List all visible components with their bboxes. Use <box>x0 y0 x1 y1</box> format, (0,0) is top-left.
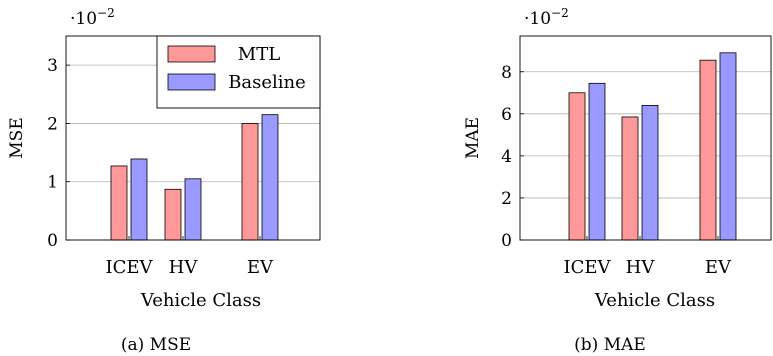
bar-mtl-ev <box>241 123 259 241</box>
scale-factor-label: ·10−2 <box>70 6 115 29</box>
legend-swatch-mtl <box>167 45 216 63</box>
y-axis-label: MSE <box>7 117 27 158</box>
x-tick-label: ICEV <box>563 257 611 278</box>
bar-baseline-icev <box>588 82 606 241</box>
y-tick-label: 3 <box>47 56 58 76</box>
bar-baseline-ev <box>719 52 737 241</box>
x-tick-label: HV <box>626 257 656 278</box>
x-tick-label: ICEV <box>105 257 153 278</box>
x-axis-label: Vehicle Class <box>594 290 715 311</box>
legend-swatch-baseline <box>167 73 216 91</box>
chart-panel-2: 0 2 4 6 8 ICEV HV EV ·10−2 MAE Vehicle Class (b) MA… <box>463 6 772 355</box>
y-tick-label: 4 <box>501 147 512 167</box>
scale-exponent: −2 <box>551 6 569 20</box>
bar-baseline-hv <box>184 178 202 241</box>
y-tick-label: 2 <box>501 189 512 209</box>
bar-baseline-ev <box>261 114 279 241</box>
scale-exponent: −2 <box>97 6 115 20</box>
y-tick-label: 6 <box>501 105 512 125</box>
y-tick-label: 8 <box>501 63 512 83</box>
bar-baseline-icev <box>130 158 148 241</box>
x-tick-label: EV <box>247 257 274 278</box>
bar-mtl-icev <box>110 165 128 241</box>
bar-mtl-ev <box>699 59 717 241</box>
x-tick-label: HV <box>169 257 199 278</box>
plot-frame <box>519 35 772 241</box>
panel-caption: (b) MAE <box>574 335 646 355</box>
y-tick-label: 0 <box>47 231 58 251</box>
x-axis-label: Vehicle Class <box>140 290 261 311</box>
y-axis-label: MAE <box>463 117 483 159</box>
scale-factor-label: ·10−2 <box>524 6 569 29</box>
panel-caption: (a) MSE <box>121 335 191 355</box>
chart-panel-1: 0 1 2 3 ICEV HV EV ·10−2 MSE Vehicle Class (a) MSE… <box>7 6 321 355</box>
bar-mtl-hv <box>164 188 182 241</box>
legend-label-baseline: Baseline <box>228 72 306 93</box>
x-tick-label: EV <box>705 257 732 278</box>
bar-mtl-hv <box>621 116 639 241</box>
y-tick-label: 2 <box>47 114 58 134</box>
bar-baseline-hv <box>641 105 659 241</box>
legend-label-mtl: MTL <box>238 44 280 65</box>
bar-mtl-icev <box>568 92 586 241</box>
y-tick-label: 0 <box>501 231 512 251</box>
y-tick-label: 1 <box>47 173 58 193</box>
